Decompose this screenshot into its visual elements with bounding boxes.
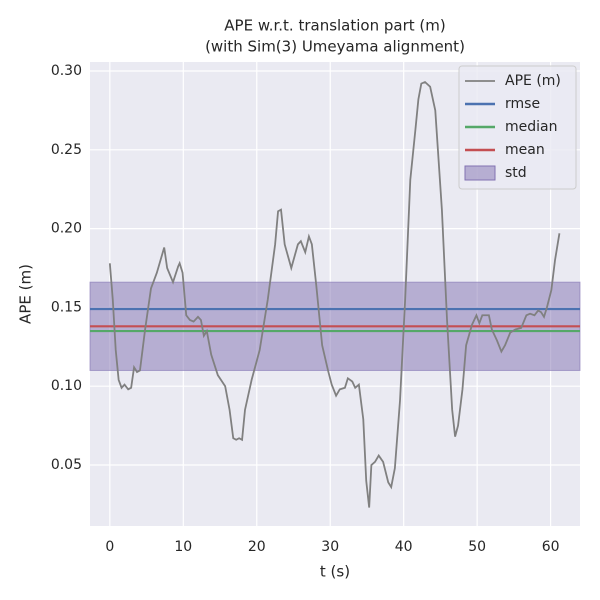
x-tick-label: 30 [321,539,339,555]
ape-line [108,80,561,508]
legend-label: median [505,119,557,135]
legend-label: APE (m) [505,73,561,89]
chart-subtitle: (with Sim(3) Umeyama alignment) [205,38,465,56]
y-tick-label: 0.05 [51,457,82,473]
x-tick-label: 20 [248,539,266,555]
x-tick-label: 50 [468,539,486,555]
x-axis-label: t (s) [320,563,350,581]
y-tick-label: 0.30 [51,63,82,79]
y-tick-label: 0.15 [51,299,82,315]
chart-title: APE w.r.t. translation part (m) [224,17,445,35]
y-tick-label: 0.20 [51,221,82,237]
x-tick-label: 40 [395,539,413,555]
legend-box [458,65,577,190]
legend-label: std [505,165,527,181]
legend-label: rmse [505,96,540,112]
x-tick-label: 10 [174,539,192,555]
y-axis-label: APE (m) [17,264,35,324]
y-tick-label: 0.25 [51,142,82,158]
x-tick-label: 0 [105,539,114,555]
legend-swatch [464,165,496,181]
legend-label: mean [505,142,545,158]
x-tick-label: 60 [542,539,560,555]
y-tick-label: 0.10 [51,378,82,394]
